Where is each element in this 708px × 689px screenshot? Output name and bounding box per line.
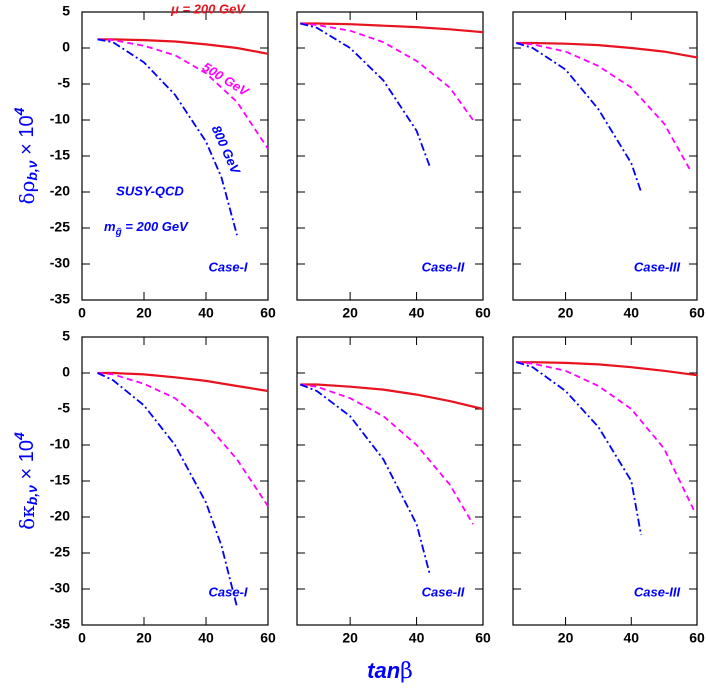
series-line (300, 22, 484, 34)
x-tick-label: 60 (475, 305, 491, 321)
x-axis-label: tanβ (367, 658, 413, 684)
y-axis-label: δρb,ν × 104 (11, 107, 40, 204)
y-tick-label: -35 (50, 291, 70, 307)
plot-frame (296, 11, 484, 301)
series-line (516, 42, 642, 193)
y-tick-label: -10 (50, 111, 70, 127)
x-tick-label: 40 (409, 630, 425, 646)
series-line (97, 372, 269, 507)
plot-frame (296, 336, 484, 626)
series-line (300, 383, 484, 411)
y-tick-label: 0 (62, 39, 70, 55)
y-label-times: × 10 (16, 115, 38, 160)
series-line (97, 372, 238, 608)
y-tick-label: -30 (50, 255, 70, 271)
y-tick-label: -5 (58, 400, 71, 416)
series-line (516, 361, 698, 377)
series-line (516, 41, 698, 59)
plot-frame (512, 336, 698, 626)
y-tick-label: -5 (58, 75, 71, 91)
y-label-times: × 10 (16, 440, 38, 485)
x-tick-label: 60 (689, 630, 705, 646)
x-tick-label: 60 (260, 305, 276, 321)
x-tick-label: 20 (136, 305, 152, 321)
x-tick-label: 0 (78, 305, 86, 321)
case-label: Case-III (634, 584, 681, 599)
y-tick-label: -15 (50, 147, 70, 163)
annotation: 500 GeV (200, 59, 253, 100)
x-tick-label: 60 (689, 305, 705, 321)
series-line (299, 383, 431, 575)
series-line (97, 38, 238, 236)
x-tick-label: 20 (342, 305, 358, 321)
y-tick-label: -35 (50, 616, 70, 632)
y-tick-label: -25 (50, 544, 70, 560)
case-label: Case-III (634, 259, 681, 274)
series-line (516, 42, 692, 171)
series-line (97, 371, 269, 393)
x-tick-label: 0 (78, 630, 86, 646)
y-axis-label: δκb,ν × 104 (11, 432, 40, 530)
x-tick-label: 60 (260, 630, 276, 646)
series-line (516, 361, 642, 536)
y-label-main: δκ (15, 505, 39, 530)
x-tick-label: 20 (342, 630, 358, 646)
x-tick-label: 40 (623, 630, 639, 646)
series-line (97, 38, 269, 150)
case-label: Case-I (208, 259, 247, 274)
x-tick-label: 20 (558, 305, 574, 321)
x-tick-label: 40 (198, 630, 214, 646)
annotation: SUSY-QCD (116, 183, 184, 198)
mass-m: m (104, 219, 116, 234)
x-tick-label: 20 (136, 630, 152, 646)
series-line (300, 22, 431, 168)
y-tick-label: 5 (62, 3, 70, 19)
y-tick-label: -25 (50, 219, 70, 235)
x-tick-label: 20 (558, 630, 574, 646)
mass-sub: g̃ (115, 226, 122, 237)
y-tick-label: -30 (50, 580, 70, 596)
annotation: 800 GeV (209, 123, 244, 177)
y-tick-label: 5 (62, 328, 70, 344)
x-tick-label: 40 (198, 305, 214, 321)
annotation: μ = 200 GeV (170, 1, 246, 16)
y-label-sup: 4 (11, 432, 27, 441)
plot-frame (512, 11, 698, 301)
y-label-sub: b,ν (24, 485, 40, 505)
y-tick-label: -15 (50, 472, 70, 488)
x-tick-label: 40 (623, 305, 639, 321)
y-tick-label: -20 (50, 183, 70, 199)
mass-rest: = 200 GeV (122, 219, 189, 234)
x-tick-label: 40 (409, 305, 425, 321)
case-label: Case-II (422, 259, 465, 274)
x-label-symbol: β (400, 659, 413, 684)
mass-label: mg̃ = 200 GeV (104, 219, 189, 237)
case-label: Case-II (422, 584, 465, 599)
case-label: Case-I (208, 584, 247, 599)
series-line (516, 361, 695, 511)
y-tick-label: 0 (62, 364, 70, 380)
y-label-sup: 4 (11, 107, 27, 116)
y-label-main: δρ (15, 181, 39, 205)
plot-frame (81, 336, 269, 626)
y-tick-label: -10 (50, 436, 70, 452)
plot-frame (81, 11, 269, 301)
series-line (300, 383, 474, 525)
x-tick-label: 60 (475, 630, 491, 646)
x-label-main: tan (367, 658, 400, 683)
y-label-sub: b,ν (24, 160, 40, 180)
y-tick-label: -20 (50, 508, 70, 524)
series-line (300, 22, 474, 121)
